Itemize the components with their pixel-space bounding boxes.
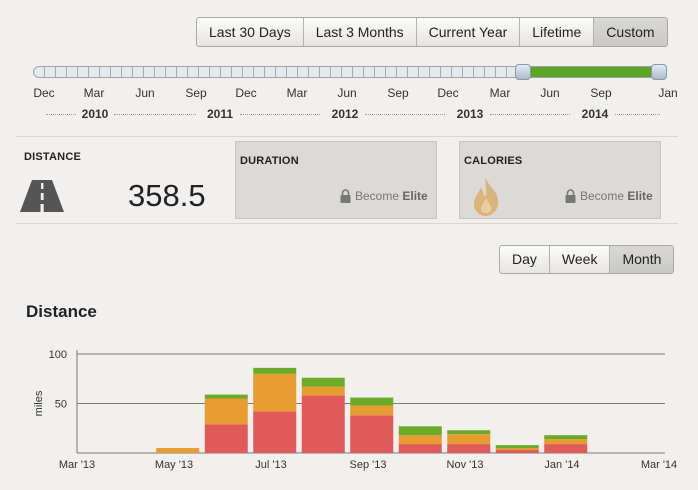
- bar-segment: [301, 386, 345, 396]
- distance-value: 358.5: [128, 178, 206, 213]
- timeline-year-label: 2011: [206, 107, 234, 121]
- timeline-month-label: Mar: [489, 86, 511, 100]
- stat-divider-top: [16, 136, 678, 137]
- period-tabs: Day Week Month: [499, 245, 675, 274]
- stat-divider-bottom: [16, 223, 678, 224]
- timeline-year-divider: [240, 114, 320, 115]
- y-tick-label: 100: [49, 349, 67, 361]
- timeline-month-label: Mar: [83, 86, 105, 100]
- timeline-end-handle[interactable]: [651, 64, 667, 80]
- bar-segment: [495, 450, 539, 453]
- timeline-month-label: Jun: [337, 86, 357, 100]
- x-tick-label: Nov '13: [447, 459, 484, 471]
- timeline-month-label: Sep: [590, 86, 612, 100]
- timeline-year-label: 2014: [581, 107, 609, 121]
- bar-segment: [204, 398, 248, 425]
- x-tick-label: Mar '14: [641, 459, 677, 471]
- timeline-year-divider: [365, 114, 445, 115]
- timeline-year-label: 2010: [81, 107, 109, 121]
- timeline-start-handle[interactable]: [515, 64, 531, 80]
- chart-section-title: Distance: [26, 302, 97, 321]
- bar-segment: [495, 445, 539, 449]
- x-tick-label: Mar '13: [59, 459, 95, 471]
- tab-last-3-months[interactable]: Last 3 Months: [304, 18, 417, 46]
- bar-segment: [447, 434, 491, 445]
- timeline-month-label: Dec: [437, 86, 459, 100]
- bar-segment: [447, 430, 491, 435]
- period-tab-month[interactable]: Month: [610, 246, 674, 273]
- distance-title: DISTANCE: [24, 151, 82, 163]
- tab-custom[interactable]: Custom: [594, 18, 667, 46]
- bar-segment: [301, 395, 345, 453]
- period-tab-day[interactable]: Day: [500, 246, 550, 273]
- duration-become-elite[interactable]: Become Elite: [355, 189, 428, 203]
- bar-segment: [398, 444, 442, 453]
- timeline-year-label: 2012: [331, 107, 359, 121]
- calories-become-elite[interactable]: Become Elite: [580, 189, 653, 203]
- flame-icon: [473, 178, 499, 216]
- timeline-year-divider: [490, 114, 570, 115]
- bar-segment: [350, 405, 394, 416]
- timeline-month-label: Jan: [658, 86, 678, 100]
- duration-title: DURATION: [240, 155, 299, 167]
- timeline-track[interactable]: [33, 66, 660, 78]
- bar-segment: [544, 439, 588, 445]
- timeline-month-label: Dec: [33, 86, 55, 100]
- bar-segment: [544, 444, 588, 453]
- timeline-month-label: Mar: [286, 86, 308, 100]
- timeline-year-divider: [615, 114, 660, 115]
- tab-last-30-days[interactable]: Last 30 Days: [197, 18, 304, 46]
- timeline-year-divider: [46, 114, 76, 115]
- timeline-month-label: Sep: [185, 86, 207, 100]
- bar-segment: [204, 394, 248, 399]
- calories-title: CALORIES: [464, 155, 523, 167]
- bar-segment: [350, 397, 394, 406]
- bar-segment: [495, 448, 539, 451]
- period-tab-week[interactable]: Week: [550, 246, 611, 273]
- x-tick-label: Jul '13: [255, 459, 286, 471]
- road-icon: [20, 180, 64, 212]
- x-tick-label: Sep '13: [350, 459, 387, 471]
- tab-lifetime[interactable]: Lifetime: [520, 18, 595, 46]
- y-axis-label: miles: [33, 390, 45, 416]
- timeline-month-label: Jun: [135, 86, 155, 100]
- lock-icon: [565, 189, 576, 203]
- bar-segment: [253, 367, 297, 374]
- duration-card[interactable]: [235, 141, 437, 219]
- timeline-year-label: 2013: [456, 107, 484, 121]
- bar-segment: [398, 435, 442, 445]
- timeline-selection: [522, 67, 659, 77]
- timeline-month-label: Dec: [235, 86, 257, 100]
- timeline-month-label: Sep: [387, 86, 409, 100]
- bar-segment: [204, 424, 248, 453]
- timeline-year-divider: [114, 114, 196, 115]
- bar-segment: [301, 377, 345, 387]
- timeline-month-label: Jun: [540, 86, 560, 100]
- bar-segment: [544, 435, 588, 440]
- lock-icon: [340, 189, 351, 203]
- range-tabs: Last 30 Days Last 3 Months Current Year Lif…: [196, 17, 668, 47]
- distance-chart: 50 100 miles Mar '13 May '13 Jul '13 Sep '13 No…: [33, 349, 677, 471]
- y-tick-label: 50: [55, 399, 67, 411]
- bar-segment: [156, 448, 200, 453]
- bar-segment: [350, 415, 394, 453]
- x-tick-label: Jan '14: [544, 459, 579, 471]
- bar-segment: [447, 444, 491, 453]
- x-tick-label: May '13: [155, 459, 193, 471]
- bar-segment: [253, 373, 297, 412]
- bar-segment: [398, 426, 442, 436]
- tab-current-year[interactable]: Current Year: [417, 18, 521, 46]
- bar-segment: [253, 411, 297, 453]
